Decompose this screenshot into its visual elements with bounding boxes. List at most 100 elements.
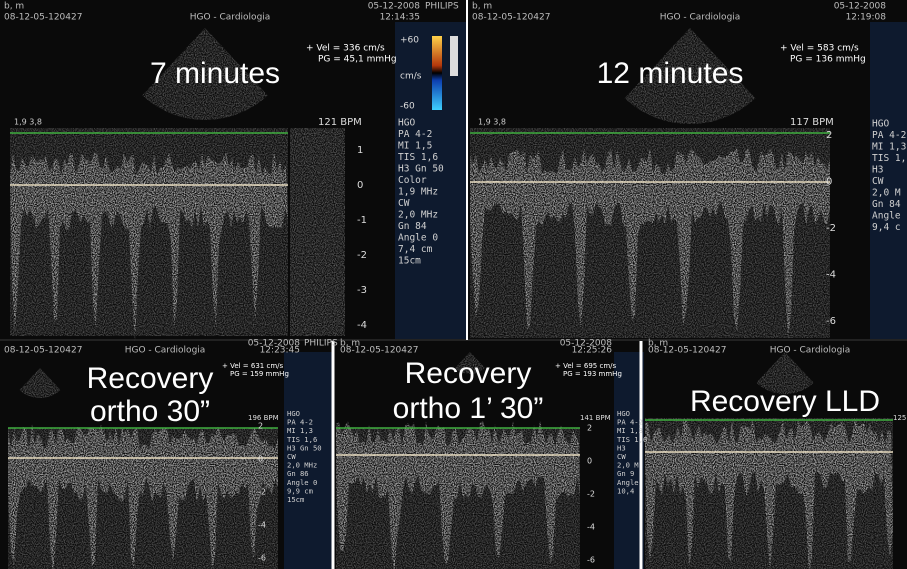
sector-image — [455, 352, 485, 375]
info-line: HGO — [398, 118, 415, 129]
doppler-envelope — [470, 148, 830, 340]
overlay-title: Recovery — [87, 362, 214, 395]
scale-label: -2 — [258, 488, 266, 497]
m-mode-strip — [290, 128, 345, 336]
info-line: CW — [617, 452, 626, 461]
info-line: TIS 1,6 — [287, 435, 317, 444]
info-line: Angle 0 — [287, 478, 317, 487]
header-time: 12:25:26 — [572, 346, 613, 356]
velocity: + Vel = 583 cm/s — [780, 44, 859, 54]
scale-label: -4 — [357, 320, 367, 331]
header-time: 12:14:35 — [380, 13, 420, 23]
info-line: HGO — [617, 409, 630, 418]
sector-image — [142, 28, 268, 120]
info-line: MI 1,3 — [872, 142, 906, 153]
scale-label: 0 — [587, 457, 592, 466]
scale-label: -2 — [357, 250, 367, 261]
overlay-title: Recovery LLD — [690, 385, 880, 418]
info-line: CW — [287, 452, 296, 461]
gray-bar — [450, 36, 458, 76]
info-line: 2,0 M — [872, 188, 901, 199]
info-line: MI 1,5 — [398, 141, 432, 152]
color-scale-label: +60 — [400, 36, 419, 46]
probe-label: 1,9 3,8 — [14, 118, 42, 127]
header-date: 05-12-2008 — [248, 339, 301, 349]
info-line: Angle — [872, 211, 901, 222]
scale-label: 2 — [587, 424, 592, 433]
scale-label: -3 — [357, 285, 367, 296]
info-line: Gn 9 — [617, 469, 634, 478]
velocity: + Vel = 336 cm/s — [306, 44, 385, 54]
header-brand: PHILIPS — [425, 2, 459, 12]
header-time: 12:19:08 — [846, 13, 887, 23]
doppler-envelope — [645, 418, 893, 569]
scale-label: -2 — [826, 223, 836, 234]
info-line: PA 4-2 — [398, 129, 432, 140]
header-patient: b, m — [340, 339, 360, 349]
sector-image — [624, 28, 756, 124]
overlay-title: ortho 1’ 30” — [393, 392, 544, 425]
info-line: TIS 1, — [872, 153, 906, 164]
color-bar — [432, 36, 442, 110]
info-line: H3 — [617, 443, 626, 452]
scale-label: 2 — [258, 422, 263, 431]
sector-image — [756, 352, 814, 395]
info-line: MI 1,3 — [287, 426, 313, 435]
overlay-title: 7 minutes — [150, 57, 280, 90]
header-id: 08-12-05-120427 — [648, 346, 726, 356]
info-line: HGO — [287, 409, 300, 418]
header-site: HGO - Cardiologia — [770, 346, 851, 356]
heart-rate: 121 BPM — [318, 117, 362, 128]
header-patient: b, m — [4, 2, 24, 12]
header-brand: PHILIPS — [304, 339, 338, 349]
info-panel — [870, 22, 907, 340]
info-line: MI 1,3 — [617, 426, 643, 435]
info-line: 15cm — [398, 256, 421, 267]
heart-rate: 196 BPM — [248, 414, 279, 422]
pressure-gradient: PG = 136 mmHg — [790, 55, 866, 65]
header-date: 05-12-2008 — [368, 2, 421, 12]
scale-label: -6 — [258, 554, 266, 563]
pressure-gradient: PG = 193 mmHg — [563, 370, 622, 378]
doppler-envelope — [336, 421, 580, 569]
info-line: 2,0 M — [617, 461, 639, 470]
info-line: Gn 84 — [872, 199, 901, 210]
scale-label: 0 — [258, 455, 263, 464]
pressure-gradient: PG = 45,1 mmHg — [318, 55, 397, 65]
scale-label: -6 — [587, 556, 595, 565]
header-site: HGO - Cardiologia — [190, 13, 271, 23]
info-line: H3 Gn 50 — [287, 443, 322, 452]
doppler-envelope — [8, 424, 278, 569]
doppler-envelope — [10, 151, 288, 342]
header-id: 08-12-05-120427 — [4, 346, 82, 356]
info-line: Angle — [617, 478, 639, 487]
info-line: 2,0 MHz — [398, 210, 438, 221]
info-line: PA 4-2 — [617, 418, 643, 427]
header-date: 05-12-2008 — [560, 339, 613, 349]
scale-label: -1 — [357, 215, 367, 226]
velocity: + Vel = 631 cm/s — [222, 362, 284, 370]
scale-label: -4 — [826, 270, 836, 281]
info-line: CW — [398, 198, 410, 209]
header-patient: b, m — [648, 339, 668, 349]
info-panel — [614, 352, 644, 569]
scale-label: 2 — [826, 130, 832, 141]
info-line: 9,4 c — [872, 222, 901, 233]
header-id: 08-12-05-120427 — [4, 13, 82, 23]
info-line: 1,9 MHz — [398, 187, 438, 198]
heart-rate: 125 — [893, 414, 906, 422]
header-id: 08-12-05-120427 — [472, 13, 550, 23]
header-site: HGO - Cardiologia — [125, 346, 206, 356]
info-panel — [284, 352, 334, 569]
overlay-title: ortho 30” — [90, 395, 210, 428]
info-line: PA 4-2 — [287, 418, 313, 427]
info-line: H3 — [872, 165, 883, 176]
info-line: 9,9 cm — [287, 486, 313, 495]
info-line: PA 4-2 — [872, 130, 906, 141]
info-line: 2,0 MHz — [287, 461, 317, 470]
scale-label: -4 — [258, 521, 266, 530]
info-line: Color — [398, 175, 427, 186]
info-line: Angle 0 — [398, 233, 438, 244]
info-line: CW — [872, 176, 884, 187]
